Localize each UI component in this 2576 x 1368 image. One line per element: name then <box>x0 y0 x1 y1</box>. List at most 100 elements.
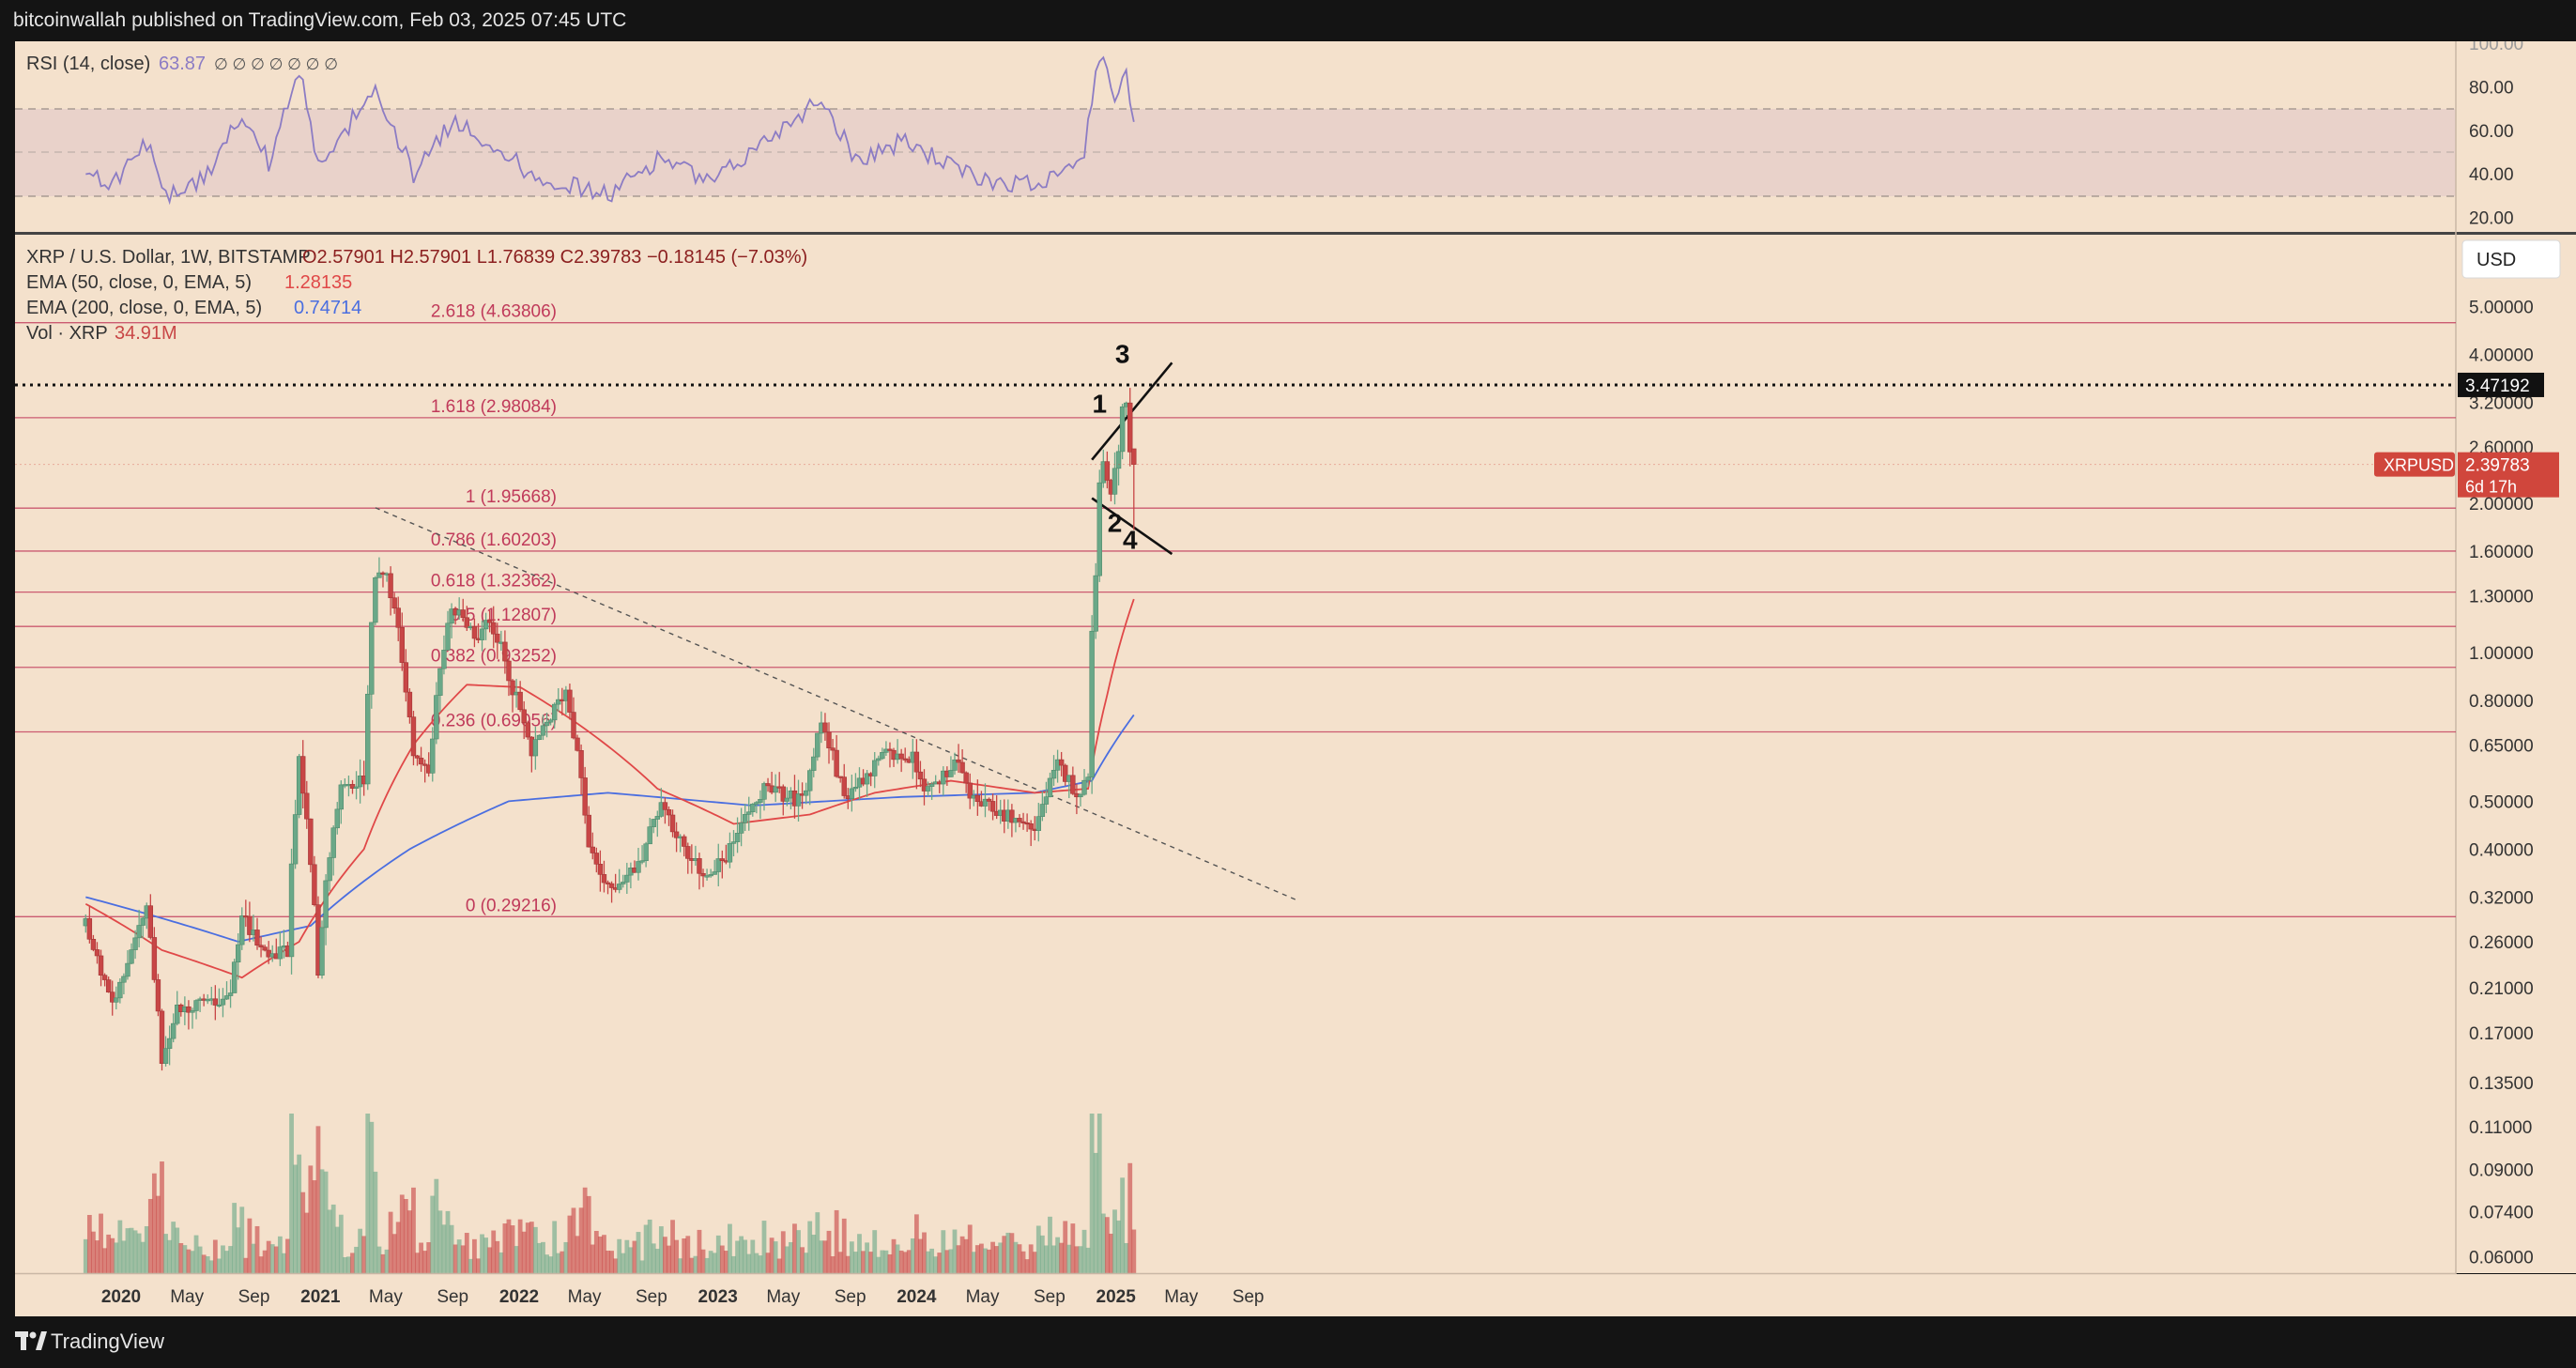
candle-body-147 <box>643 843 649 862</box>
candle-body-209 <box>880 752 885 760</box>
volume-bar-212 <box>891 1238 897 1273</box>
volume-bar-233 <box>971 1252 976 1273</box>
candle-body-171 <box>734 833 741 842</box>
currency-button[interactable]: USD <box>2461 239 2561 279</box>
candle-body-108 <box>495 633 500 643</box>
price-tick-16: 0.13500 <box>2469 1074 2534 1094</box>
rsi-axis: 100.00 80.00 60.00 40.00 20.00 <box>2469 41 2523 229</box>
currency-button-label[interactable]: USD <box>2476 250 2516 270</box>
candle-body-191 <box>811 756 817 771</box>
candle-body-155 <box>673 831 680 838</box>
candle-body-92 <box>434 695 439 740</box>
volume-bar-67 <box>338 1214 344 1273</box>
volume-bar-236 <box>983 1248 988 1273</box>
volume-bar-156 <box>678 1258 683 1273</box>
volume-bar-21 <box>163 1234 168 1273</box>
volume-bar-257 <box>1063 1221 1068 1273</box>
candle-body-88 <box>418 758 424 765</box>
trend-line-2[interactable] <box>1091 497 1173 556</box>
time-tick-0: 2020 <box>101 1287 141 1307</box>
candle-body-46 <box>258 945 264 948</box>
candle-body-80 <box>388 573 393 599</box>
candle-body-148 <box>647 826 652 845</box>
volume-bar-77 <box>376 1246 382 1273</box>
volume-bar-63 <box>323 1171 329 1273</box>
candle-body-250 <box>1035 816 1042 831</box>
volume-bar-47 <box>262 1250 268 1273</box>
candle-body-43 <box>247 915 253 935</box>
time-tick-14: Sep <box>1034 1287 1066 1307</box>
volume-bar-140 <box>617 1238 622 1273</box>
candle-body-152 <box>662 802 668 810</box>
candle-body-12 <box>129 949 134 964</box>
candle-body-158 <box>685 846 691 859</box>
candle-body-102 <box>471 625 478 639</box>
volume-bar-86 <box>411 1187 416 1273</box>
volume-bar-196 <box>830 1256 836 1273</box>
candle-body-230 <box>959 761 965 774</box>
volume-bar-155 <box>674 1239 679 1273</box>
price-axis-bg <box>2456 235 2576 1273</box>
wave-labels: 1 2 3 4 <box>1092 339 1137 554</box>
volume-bar-162 <box>700 1249 706 1273</box>
volume-bar-122 <box>548 1256 554 1273</box>
volume-bar-103 <box>476 1258 481 1273</box>
price-tick-8: 0.80000 <box>2469 692 2534 712</box>
volume-bar-210 <box>883 1250 889 1273</box>
candle-body-195 <box>826 731 832 748</box>
volume-bar-269 <box>1109 1233 1113 1273</box>
volume-bar-6 <box>106 1234 112 1273</box>
trend-line-0[interactable] <box>375 507 1298 901</box>
volume-bar-194 <box>822 1240 828 1273</box>
currency-button-bg[interactable] <box>2461 239 2561 279</box>
price-chart[interactable]: RSI (14, close) 63.87 ∅ ∅ ∅ ∅ ∅ ∅ ∅ 100.… <box>15 41 2576 1316</box>
volume-bar-10 <box>121 1240 127 1273</box>
volume-bar-124 <box>556 1253 561 1273</box>
volume-bar-132 <box>586 1195 591 1273</box>
volume-bar-29 <box>193 1235 199 1273</box>
candle-body-60 <box>312 864 317 905</box>
candle-body-17 <box>147 905 154 938</box>
candle-body-175 <box>750 804 756 813</box>
volume-bar-183 <box>780 1231 786 1273</box>
volume-bar-72 <box>358 1228 363 1273</box>
volume-bar-208 <box>876 1256 882 1273</box>
wave-label-4: 4 <box>1123 525 1138 554</box>
volume-bar-227 <box>948 1249 954 1273</box>
candle-body-146 <box>639 860 645 863</box>
candle-body-121 <box>544 721 550 727</box>
volume-bar-275 <box>1131 1229 1137 1273</box>
volume-bar-188 <box>800 1247 805 1273</box>
price-tick-2: 3.20000 <box>2469 394 2534 414</box>
fib-label-6: 0.382 (0.93252) <box>431 647 557 667</box>
candle-body-169 <box>727 843 733 863</box>
price-tag-countdown: 6d 17h <box>2465 478 2517 497</box>
volume-bar-90 <box>426 1242 432 1273</box>
volume-bar-179 <box>765 1253 771 1273</box>
price-tick-17: 0.11000 <box>2469 1118 2532 1138</box>
candle-body-214 <box>898 753 904 760</box>
volume-bar-38 <box>228 1246 233 1273</box>
volume-bar-133 <box>590 1244 595 1273</box>
volume-bar-121 <box>544 1254 549 1273</box>
volume-bar-64 <box>327 1209 332 1273</box>
volume-bar-262 <box>1081 1229 1087 1273</box>
volume-bar-3 <box>95 1240 100 1273</box>
volume-bar-91 <box>430 1195 436 1273</box>
candle-body-137 <box>605 882 611 884</box>
candle-body-9 <box>117 981 123 999</box>
volume-bar-199 <box>841 1218 847 1273</box>
volume-bar-120 <box>541 1241 545 1273</box>
candle-body-8 <box>114 997 119 1003</box>
candle-body-190 <box>806 770 813 792</box>
volume-bar-264 <box>1089 1114 1095 1273</box>
volume-bar-165 <box>712 1253 717 1273</box>
volume-bar-49 <box>269 1244 275 1273</box>
volume-bar-14 <box>136 1233 142 1273</box>
candle-body-166 <box>715 858 721 872</box>
fib-label-1: 1.618 (2.98084) <box>431 397 557 417</box>
candle-body-23 <box>170 1022 176 1039</box>
volume-bar-224 <box>937 1253 943 1273</box>
volume-bar-104 <box>480 1234 484 1273</box>
volume-bar-11 <box>125 1228 130 1273</box>
